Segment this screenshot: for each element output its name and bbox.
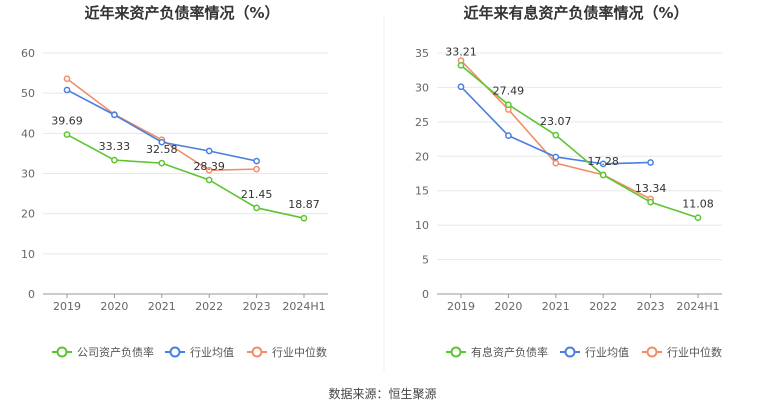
data-label: 32.58 <box>146 143 178 156</box>
y-tick-label: 50 <box>21 87 35 100</box>
legend-swatch-marker <box>251 346 263 358</box>
data-point[interactable] <box>253 165 260 173</box>
legend-label: 行业均值 <box>190 346 234 359</box>
y-tick-label: 15 <box>415 185 429 198</box>
x-tick-label: 2019 <box>447 300 475 313</box>
x-tick-label: 2021 <box>148 300 176 313</box>
x-tick-label: 2020 <box>494 300 522 313</box>
legend-swatch-marker <box>646 346 658 358</box>
data-point[interactable] <box>63 75 71 83</box>
y-tick-label: 0 <box>422 288 429 301</box>
y-tick-label: 10 <box>415 219 429 232</box>
data-point[interactable] <box>158 159 166 167</box>
data-label: 13.34 <box>635 182 667 195</box>
data-point[interactable] <box>300 214 308 222</box>
y-tick-label: 0 <box>28 288 35 301</box>
data-label: 21.45 <box>241 188 273 201</box>
source-note: 数据来源：恒生聚源 <box>328 386 436 401</box>
legend-item[interactable]: 行业均值 <box>165 346 234 359</box>
legend-item[interactable]: 行业中位数 <box>642 345 722 359</box>
legend-swatch-marker <box>564 346 576 358</box>
series-line <box>66 133 305 219</box>
y-tick-label: 30 <box>21 168 35 181</box>
y-tick-label: 40 <box>21 127 35 140</box>
legend-item[interactable]: 行业中位数 <box>247 345 327 359</box>
data-point[interactable] <box>552 159 560 167</box>
y-tick-label: 35 <box>415 47 429 60</box>
legend-swatch-marker <box>450 346 462 358</box>
x-tick-label: 2022 <box>589 300 617 313</box>
data-point[interactable] <box>457 83 465 91</box>
x-tick-label: 2024H1 <box>282 300 325 313</box>
data-point[interactable] <box>253 204 260 212</box>
data-label: 17.28 <box>587 155 619 168</box>
data-point[interactable] <box>647 198 654 206</box>
series-line <box>460 60 651 200</box>
legend-label: 行业中位数 <box>667 345 722 359</box>
data-label: 28.39 <box>193 160 225 173</box>
left-chart: 0 10 20 30 40 50 60 2019 2020 2021 2022 2023 2024H1 3… <box>21 47 328 359</box>
legend-label: 行业均值 <box>585 346 629 359</box>
data-point[interactable] <box>552 153 560 161</box>
legend-item[interactable]: 行业均值 <box>560 346 629 359</box>
legend-label: 行业中位数 <box>272 345 327 359</box>
x-tick-label: 2019 <box>53 300 81 313</box>
y-tick-label: 20 <box>415 150 429 163</box>
data-label: 18.87 <box>288 198 320 211</box>
data-point[interactable] <box>111 156 118 164</box>
data-point[interactable] <box>111 111 118 119</box>
data-label: 39.69 <box>51 115 83 128</box>
x-tick-label: 2020 <box>100 300 128 313</box>
right-chart: 0 5 10 15 20 25 30 35 2019 2020 2021 2022 2023 2024H1… <box>415 45 722 359</box>
data-point[interactable] <box>63 131 71 138</box>
y-tick-label: 60 <box>21 47 35 60</box>
data-label: 11.08 <box>682 198 714 211</box>
series-line <box>66 78 257 172</box>
y-tick-label: 20 <box>21 208 35 221</box>
x-tick-label: 2021 <box>542 300 570 313</box>
legend-label: 公司资产负债率 <box>77 345 154 359</box>
data-point[interactable] <box>158 138 166 146</box>
y-tick-label: 25 <box>415 116 429 129</box>
data-point[interactable] <box>457 61 465 69</box>
legend-label: 有息资产负债率 <box>471 345 548 359</box>
legend-swatch-marker <box>169 346 181 358</box>
data-point[interactable] <box>505 101 512 109</box>
left-chart-title: 近年来资产负债率情况（%） <box>84 4 279 22</box>
data-label: 33.33 <box>99 140 131 153</box>
data-point[interactable] <box>694 214 702 222</box>
x-tick-label: 2022 <box>195 300 223 313</box>
series-line <box>460 64 699 219</box>
data-point[interactable] <box>253 157 260 165</box>
right-chart-title: 近年来有息资产负债率情况（%） <box>463 4 688 22</box>
data-point[interactable] <box>599 171 607 179</box>
x-tick-label: 2023 <box>243 300 271 313</box>
data-point[interactable] <box>552 131 560 139</box>
data-point[interactable] <box>205 166 213 174</box>
x-tick-label: 2024H1 <box>676 300 719 313</box>
data-point[interactable] <box>205 176 213 184</box>
data-label: 33.21 <box>445 45 477 58</box>
data-point[interactable] <box>63 86 71 94</box>
y-tick-label: 10 <box>21 248 35 261</box>
data-point[interactable] <box>505 132 512 139</box>
x-tick-label: 2023 <box>637 300 665 313</box>
data-point[interactable] <box>647 159 654 166</box>
data-point[interactable] <box>599 160 607 168</box>
legend-item[interactable]: 公司资产负债率 <box>52 345 154 359</box>
data-label: 23.07 <box>540 115 572 128</box>
legend-item[interactable]: 有息资产负债率 <box>446 345 548 359</box>
data-point[interactable] <box>205 147 213 155</box>
y-tick-label: 5 <box>422 254 429 267</box>
legend-swatch-marker <box>56 346 68 358</box>
y-tick-label: 30 <box>415 81 429 94</box>
data-label: 27.49 <box>493 85 525 98</box>
